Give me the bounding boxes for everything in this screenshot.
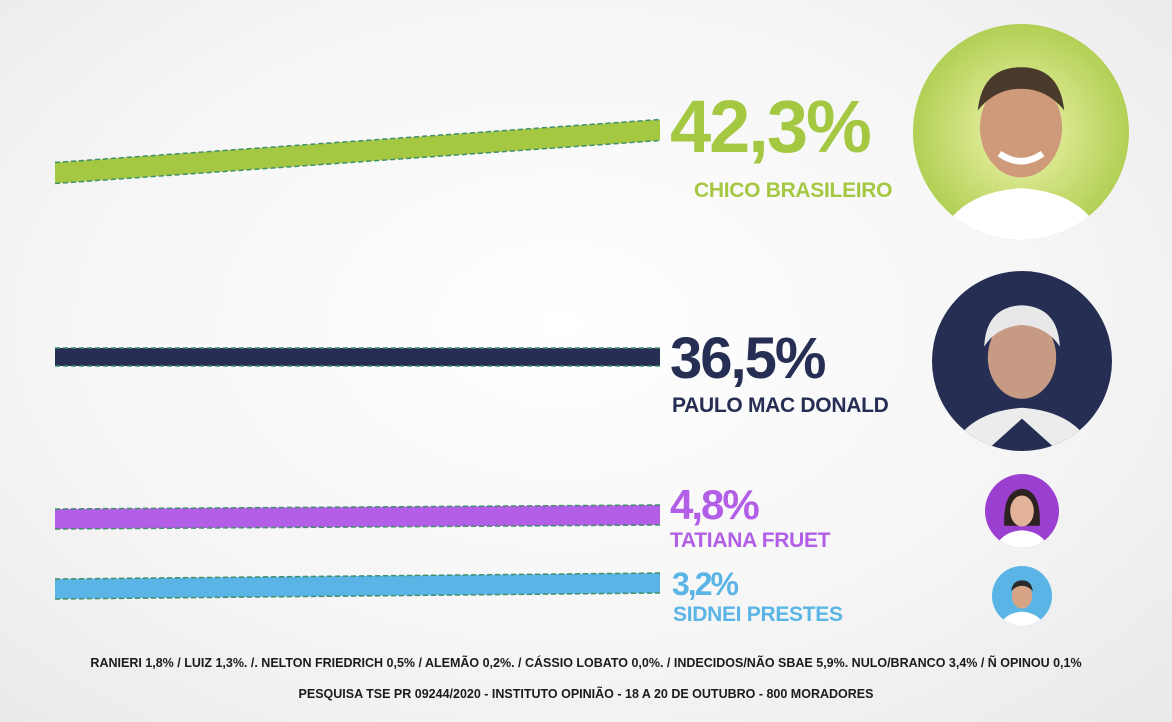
- bars-group: [54, 118, 661, 600]
- chico-brasileiro-name-label: CHICO BRASILEIRO: [694, 179, 893, 202]
- bar-chico-brasileiro: [55, 119, 660, 184]
- bar-tatiana-fruet: [55, 505, 660, 529]
- footer-others-text: RANIERI 1,8% / LUIZ 1,3%. /. NELTON FRIE…: [90, 656, 1082, 670]
- bar-paulo-mac-donald: [55, 348, 660, 366]
- bar-sidnei-prestes: [55, 573, 660, 599]
- bar-edge-top: [54, 504, 661, 510]
- sidnei-prestes-name-label: SIDNEI PRESTES: [673, 603, 843, 626]
- tatiana-fruet-pct-label: 4,8%: [670, 481, 760, 528]
- sidnei-prestes-photo-icon: [992, 566, 1052, 626]
- sidnei-prestes-pct-label: 3,2%: [672, 566, 739, 602]
- chico-brasileiro-pct-label: 42,3%: [670, 85, 872, 168]
- bar-edge-bottom: [54, 139, 661, 185]
- bar-edge-bottom: [54, 524, 661, 530]
- paulo-mac-donald-photo-icon: [932, 271, 1112, 451]
- paulo-mac-donald-pct-label: 36,5%: [670, 326, 826, 391]
- bar-edge-top: [54, 118, 661, 164]
- bar-edge-bottom: [54, 592, 661, 600]
- chico-brasileiro-photo-icon: [913, 24, 1129, 240]
- paulo-mac-donald-name-label: PAULO MAC DONALD: [672, 394, 889, 417]
- tatiana-fruet-photo-icon: [985, 474, 1059, 548]
- tatiana-fruet-name-label: TATIANA FRUET: [670, 529, 831, 552]
- footer-source-text: PESQUISA TSE PR 09244/2020 - INSTITUTO O…: [298, 687, 874, 701]
- bar-edge-top: [54, 572, 661, 580]
